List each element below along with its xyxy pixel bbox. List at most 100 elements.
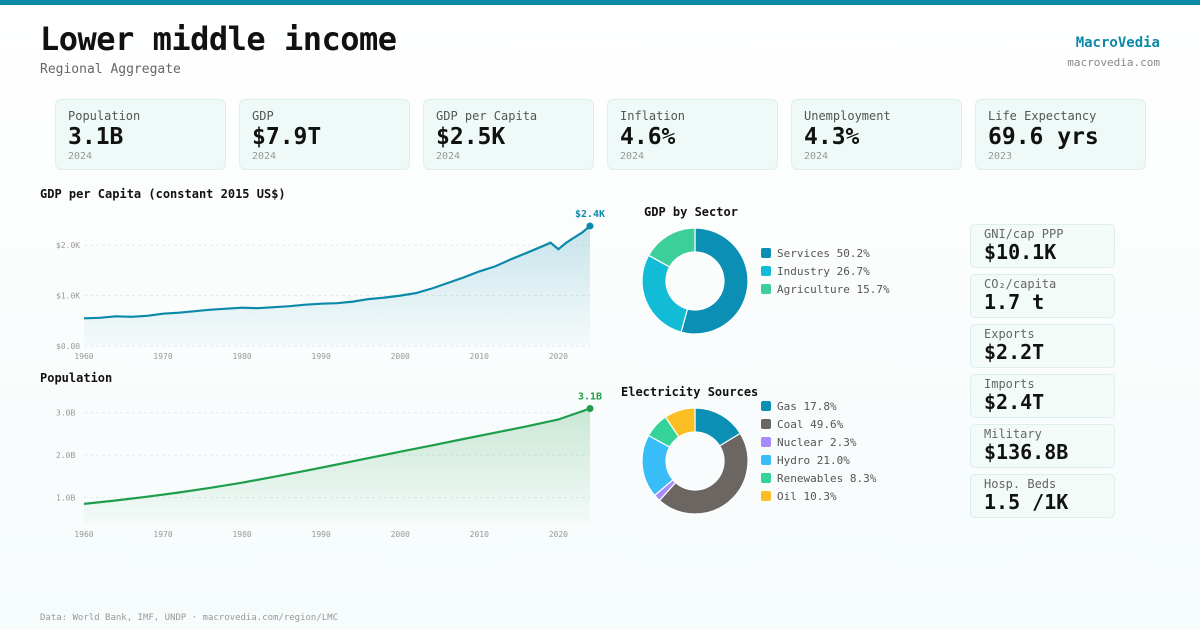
stat-value: $2.2T — [984, 340, 1045, 364]
top-accent-bar — [0, 0, 1200, 5]
x-tick-label: 2010 — [470, 352, 489, 361]
x-tick-label: 2020 — [549, 352, 568, 361]
gdp-chart-title: GDP per Capita (constant 2015 US$) — [40, 187, 286, 201]
x-tick-label: 1970 — [153, 530, 172, 539]
legend-item: Renewables 8.3% — [761, 469, 876, 487]
series-line — [83, 225, 591, 320]
area-fill — [84, 226, 590, 346]
y-tick-label: 1.0B — [56, 494, 75, 503]
footer-source: Data: World Bank, IMF, UNDP · macrovedia… — [40, 613, 339, 623]
stat-value: $136.8B — [984, 440, 1069, 464]
legend-swatch — [761, 437, 771, 447]
electricity-chart-title: Electricity Sources — [621, 385, 759, 399]
kpi-year: 2024 — [620, 151, 645, 162]
kpi-value: 69.6 yrs — [988, 124, 1099, 150]
stat-label: GNI/cap PPP — [984, 227, 1064, 241]
area-fill — [84, 408, 590, 523]
x-tick-label: 1990 — [312, 530, 331, 539]
legend-label: Nuclear 2.3% — [777, 435, 857, 449]
x-tick-label: 1960 — [74, 530, 93, 539]
legend-swatch — [761, 491, 771, 501]
stat-value: 1.5 /1K — [984, 490, 1069, 514]
electricity-donut — [641, 407, 749, 515]
stat-value: 1.7 t — [984, 290, 1045, 314]
legend-item: Industry 26.7% — [761, 262, 890, 280]
stat-military: Military $136.8B — [970, 424, 1115, 468]
stat-label: Military — [984, 427, 1042, 441]
x-tick-label: 1970 — [153, 352, 172, 361]
y-tick-label: 2.0B — [56, 451, 75, 460]
legend-item: Hydro 21.0% — [761, 451, 876, 469]
kpi-year: 2024 — [436, 151, 461, 162]
legend-label: Agriculture 15.7% — [777, 282, 890, 296]
legend-item: Gas 17.8% — [761, 397, 876, 415]
x-tick-label: 2000 — [391, 530, 410, 539]
legend-item: Services 50.2% — [761, 244, 890, 262]
y-tick-label: $1.0K — [56, 292, 80, 301]
kpi-card-population: Population 3.1B 2024 — [55, 99, 226, 170]
gdp-per-capita-chart: $0.00 $1.0K $2.0K 1960 1970 1980 1990 2000 2010 2… — [56, 209, 605, 361]
kpi-value: 4.6% — [620, 124, 676, 150]
x-tick-label: 1980 — [232, 530, 251, 539]
kpi-value: 4.3% — [804, 124, 860, 150]
brand-logo[interactable]: MacroVedia — [1075, 35, 1160, 51]
stat-co2: CO₂/capita 1.7 t — [970, 274, 1115, 318]
legend-label: Industry 26.7% — [777, 264, 870, 278]
donut-slice — [664, 407, 696, 438]
legend-label: Coal 49.6% — [777, 417, 844, 431]
stat-imports: Imports $2.4T — [970, 374, 1115, 418]
legend-label: Oil 10.3% — [777, 489, 837, 503]
end-value-label: 3.1B — [578, 391, 602, 402]
legend-item: Coal 49.6% — [761, 415, 876, 433]
stat-value: $10.1K — [984, 240, 1057, 264]
legend-swatch — [761, 401, 771, 411]
page-title: Lower middle income — [40, 20, 397, 58]
end-point — [586, 222, 594, 230]
kpi-label: Inflation — [620, 109, 686, 123]
stat-exports: Exports $2.2T — [970, 324, 1115, 368]
kpi-year: 2024 — [252, 151, 277, 162]
legend-label: Services 50.2% — [777, 246, 870, 260]
population-chart-title: Population — [40, 371, 113, 385]
legend-label: Gas 17.8% — [777, 399, 837, 413]
series-line — [83, 407, 591, 505]
stat-label: Imports — [984, 377, 1035, 391]
kpi-card-gdp-per-capita: GDP per Capita $2.5K 2024 — [423, 99, 594, 170]
end-value-label: $2.4K — [575, 209, 605, 220]
kpi-year: 2024 — [804, 151, 829, 162]
x-tick-label: 2000 — [391, 352, 410, 361]
stat-hospital-beds: Hosp. Beds 1.5 /1K — [970, 474, 1115, 518]
population-chart: 1.0B 2.0B 3.0B 1960 1970 1980 1990 2000 2010 2020… — [56, 391, 602, 539]
donut-slice — [680, 227, 749, 335]
electricity-legend: Gas 17.8% Coal 49.6% Nuclear 2.3% Hydro 21.… — [761, 397, 876, 505]
y-tick-label: 3.0B — [56, 409, 75, 418]
page-subtitle: Regional Aggregate — [40, 62, 181, 77]
brand-url[interactable]: macrovedia.com — [1067, 56, 1160, 69]
legend-label: Renewables 8.3% — [777, 471, 877, 485]
x-tick-label: 2020 — [549, 530, 568, 539]
x-tick-label: 2010 — [470, 530, 489, 539]
kpi-value: $7.9T — [252, 124, 322, 150]
kpi-label: Population — [68, 109, 141, 123]
donut-slice — [641, 254, 689, 333]
kpi-value: $2.5K — [436, 124, 506, 150]
donut-slice — [658, 432, 749, 515]
legend-item: Agriculture 15.7% — [761, 280, 890, 298]
kpi-label: GDP per Capita — [436, 109, 538, 123]
sector-legend: Services 50.2% Industry 26.7% Agriculture … — [761, 244, 890, 298]
kpi-year: 2023 — [988, 151, 1013, 162]
kpi-card-life-expectancy: Life Expectancy 69.6 yrs 2023 — [975, 99, 1146, 170]
stat-value: $2.4T — [984, 390, 1045, 414]
stat-label: Exports — [984, 327, 1035, 341]
legend-item: Oil 10.3% — [761, 487, 876, 505]
kpi-label: Unemployment — [804, 109, 891, 123]
stat-label: CO₂/capita — [984, 277, 1057, 291]
stat-gni-ppp: GNI/cap PPP $10.1K — [970, 224, 1115, 268]
x-tick-label: 1960 — [74, 352, 93, 361]
gdp-sector-donut — [641, 227, 749, 335]
legend-label: Hydro 21.0% — [777, 453, 850, 467]
legend-swatch — [761, 473, 771, 483]
sector-chart-title: GDP by Sector — [644, 205, 738, 219]
legend-swatch — [761, 266, 771, 276]
kpi-label: GDP — [252, 109, 274, 123]
